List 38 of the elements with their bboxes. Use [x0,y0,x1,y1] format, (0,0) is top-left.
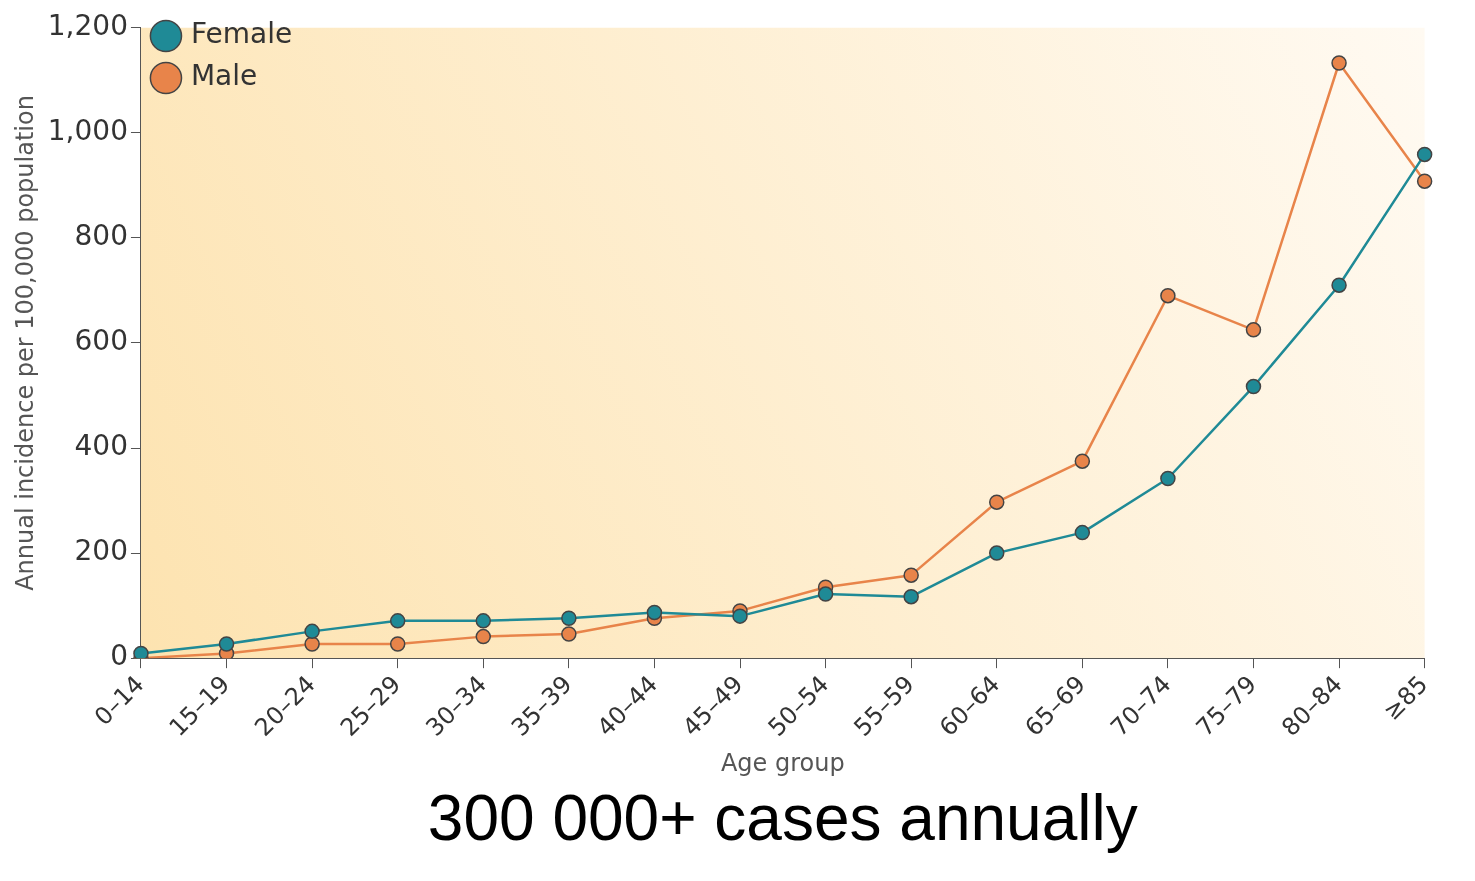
point [903,588,919,605]
y-tick-label: 0 [110,639,128,673]
y-tick-label: 600 [74,324,128,358]
point [561,626,577,642]
point [1074,453,1091,469]
point [1416,146,1433,163]
y-tick-label: 1,200 [47,9,128,43]
point [1160,470,1176,487]
point [1074,524,1091,541]
point [304,623,320,640]
point [1245,322,1262,338]
x-axis-title: Age group [720,748,845,777]
point [475,613,492,629]
y-axis-title: Annual incidence per 100,000 population [10,95,39,591]
point [1245,378,1262,395]
point [903,567,919,583]
point [304,636,320,652]
point [1160,287,1176,304]
y-tick-label: 200 [74,534,128,568]
y-tick-label: 1,000 [47,114,128,148]
point [817,586,834,602]
legend-label: Female [190,17,293,51]
point [475,628,492,645]
point [1331,277,1347,293]
text: 300 000+ cases annually [427,781,1138,854]
legend-label: Male [190,59,258,93]
point [389,636,406,652]
point [988,545,1005,561]
point [389,613,406,629]
point [646,604,663,621]
point [1331,55,1347,71]
point [1416,173,1433,189]
point [561,610,577,626]
y-tick-label: 800 [74,219,128,253]
point [988,494,1005,510]
point [732,608,748,624]
point [218,636,235,652]
y-tick-label: 400 [74,429,128,463]
